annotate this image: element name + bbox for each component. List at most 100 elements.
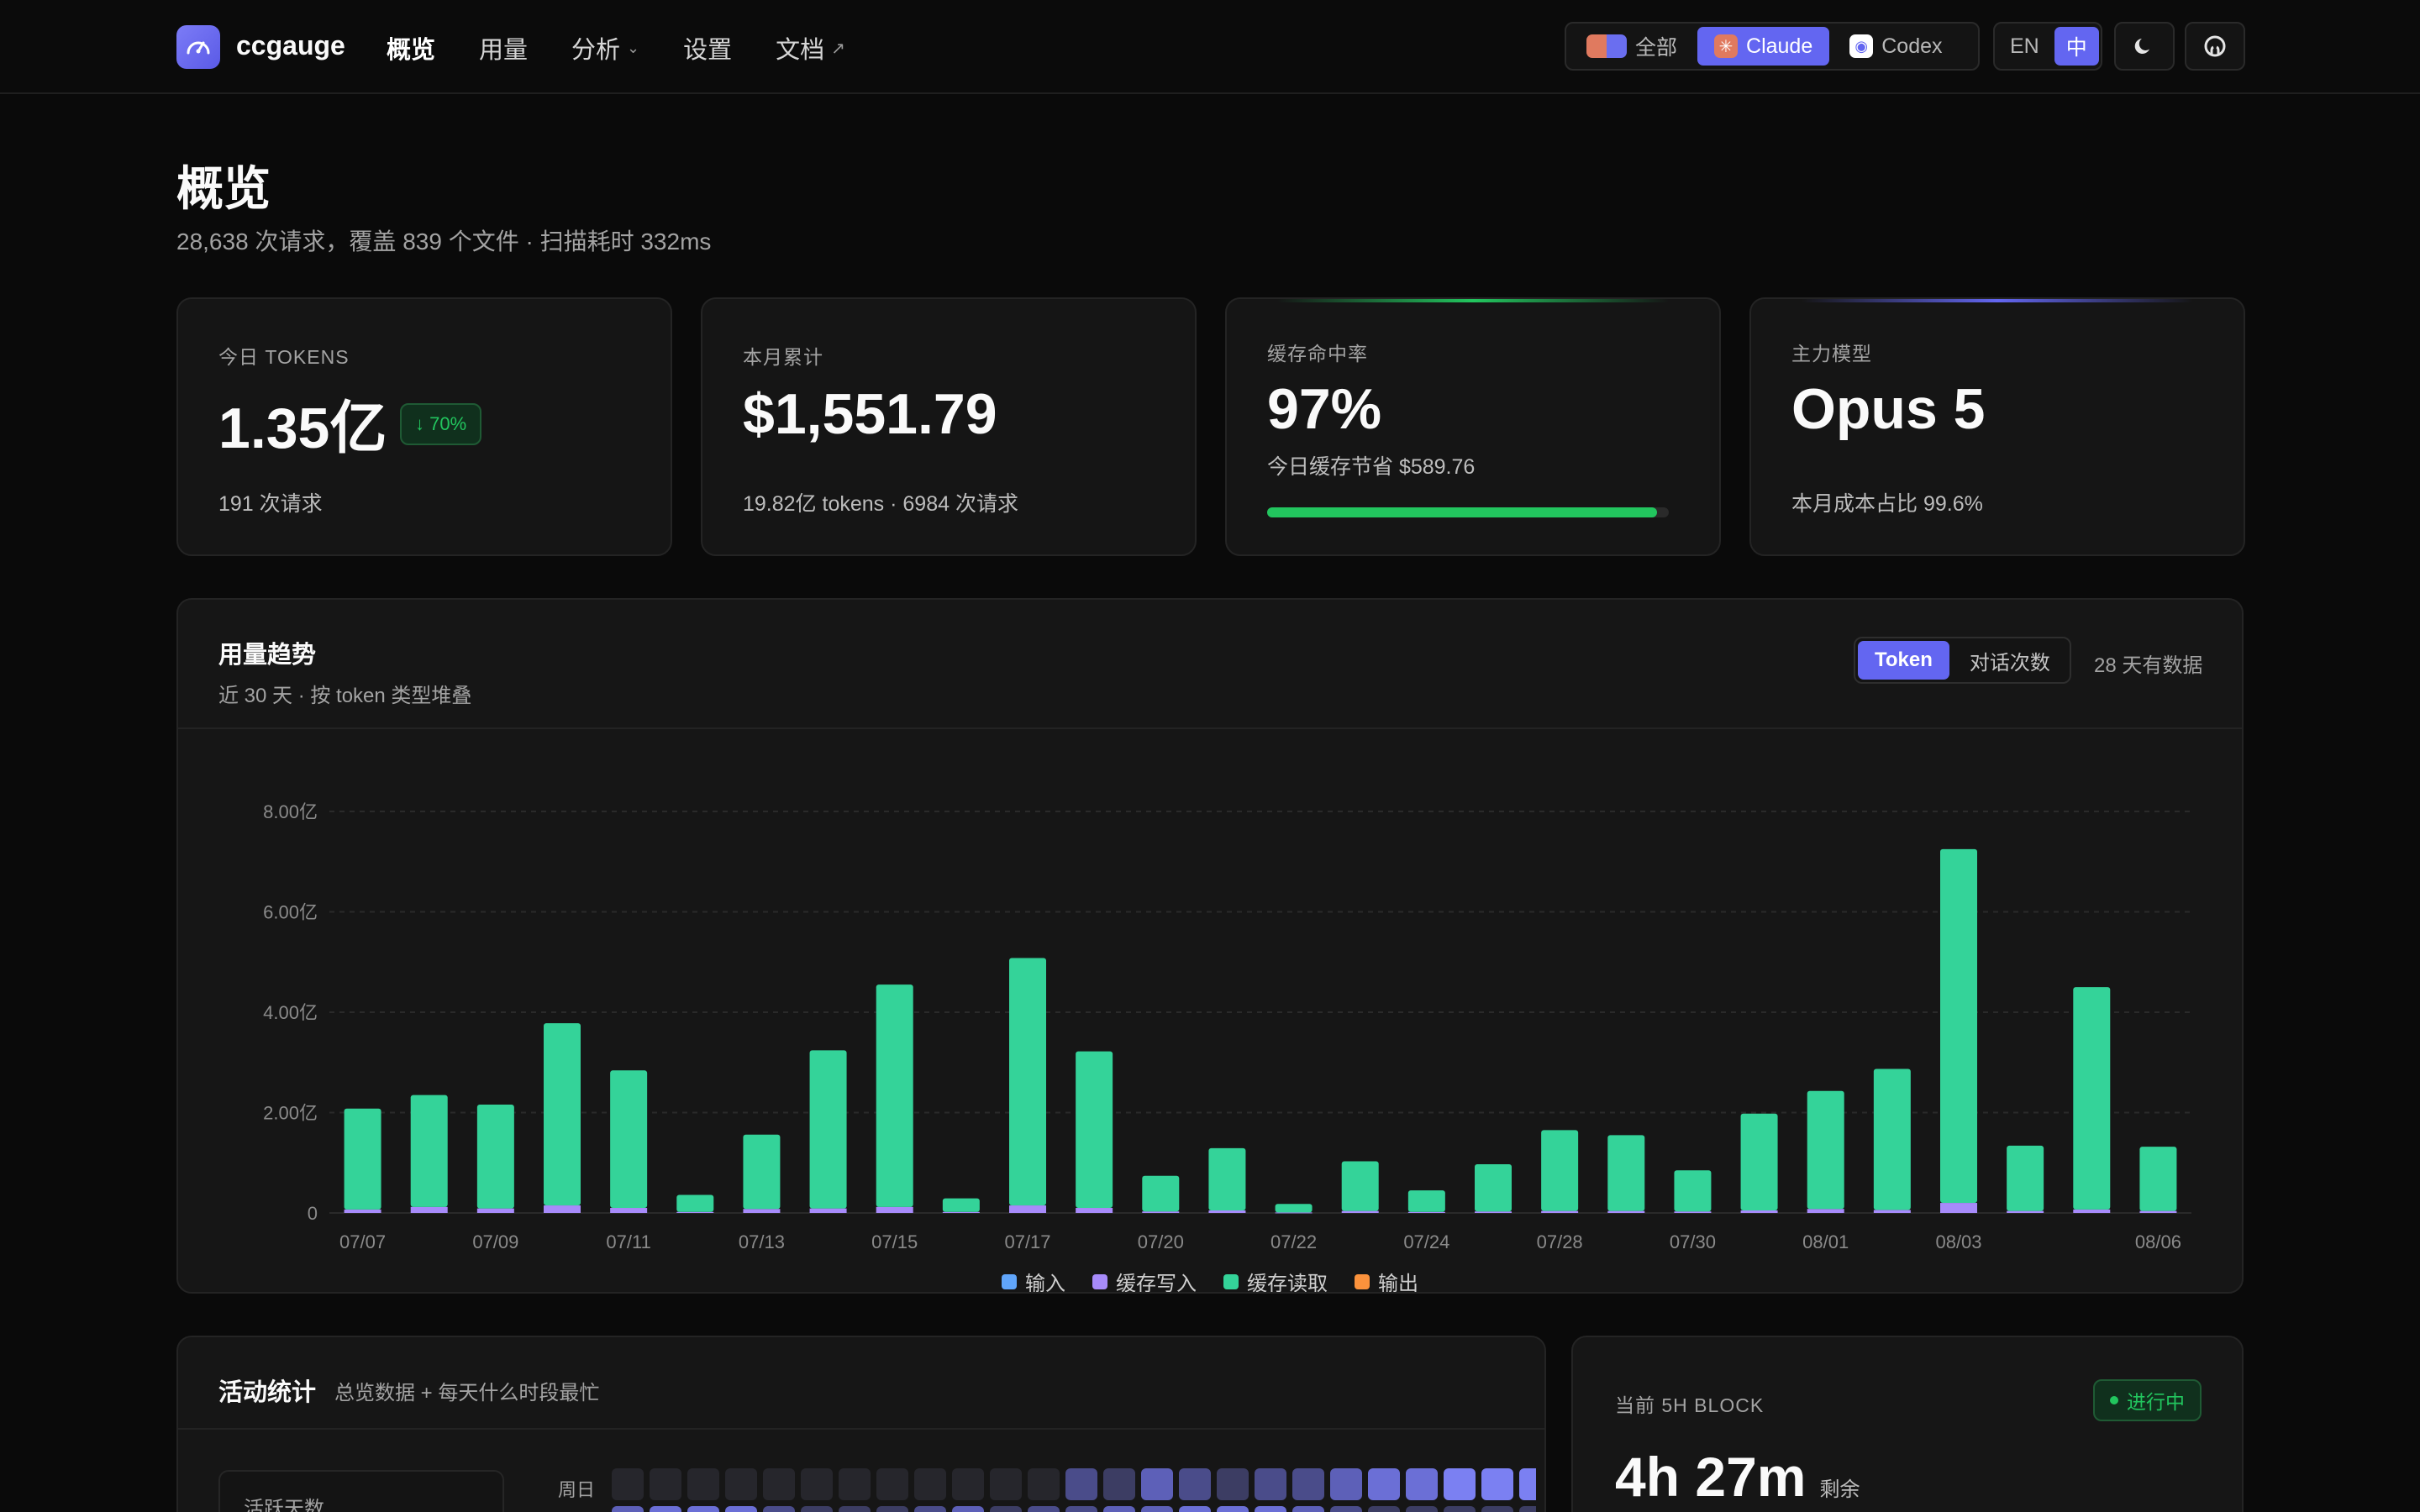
heatmap-cell[interactable] [1444,1506,1476,1512]
heatmap-cell[interactable] [1519,1468,1536,1500]
all-sources-icon [1586,34,1627,58]
chart-bar [743,1209,781,1213]
chart-bar [1076,1208,1113,1213]
heatmap-cell[interactable] [612,1468,644,1500]
nav-docs[interactable]: 文档 ↗ [776,30,845,66]
cache-progress-fill [1267,507,1657,517]
status-text: 进行中 [2127,1391,2185,1413]
lang-zh[interactable]: 中 [2054,27,2099,66]
nav-analysis[interactable]: 分析 ⌄ [571,30,639,66]
heatmap-cell[interactable] [1368,1468,1400,1500]
brand-name[interactable]: ccgauge [236,30,345,60]
heatmap-cell[interactable] [650,1506,681,1512]
heatmap-cell[interactable] [763,1468,795,1500]
card-cache-value: 97% [1267,377,1382,441]
heatmap-cell[interactable] [1103,1506,1135,1512]
heatmap-cell[interactable] [1406,1506,1438,1512]
heatmap-cell[interactable] [914,1506,946,1512]
heatmap-cell[interactable] [876,1506,908,1512]
x-tick-label: 07/07 [339,1231,386,1250]
heatmap-cell[interactable] [1028,1468,1060,1500]
heatmap-cell[interactable] [952,1468,984,1500]
chart-bar [344,1209,381,1213]
y-tick-label: 2.00亿 [263,1103,318,1124]
heatmap-cell[interactable] [650,1468,681,1500]
heatmap-cell[interactable] [801,1506,833,1512]
chart-bar [942,1211,980,1213]
heatmap-cell[interactable] [725,1506,757,1512]
status-dot-icon [2110,1396,2118,1404]
heatmap-cell[interactable] [1255,1468,1286,1500]
nav-settings[interactable]: 设置 [683,30,732,66]
chart-bar [1740,1113,1778,1211]
source-claude[interactable]: ✳ Claude [1697,27,1830,66]
legend-input[interactable]: 输入 [1002,1267,1065,1292]
divider [178,1428,1544,1430]
heatmap-cell[interactable] [687,1506,719,1512]
heatmap-cell[interactable] [1330,1506,1362,1512]
toggle-conversations[interactable]: 对话次数 [1969,651,2050,675]
chart-bar [2139,1210,2177,1213]
heatmap-cell[interactable] [1065,1506,1097,1512]
heatmap-cell[interactable] [1292,1506,1324,1512]
heatmap-cell[interactable] [1179,1506,1211,1512]
chart-bar [2007,1145,2044,1211]
heatmap-cell[interactable] [1481,1506,1513,1512]
heatmap-cell[interactable] [1368,1506,1400,1512]
heatmap-cell[interactable] [1141,1468,1173,1500]
heatmap-cell[interactable] [1519,1506,1536,1512]
heatmap-cell[interactable] [914,1468,946,1500]
heatmap-cell[interactable] [952,1506,984,1512]
heatmap-cell[interactable] [725,1468,757,1500]
page-title: 概览 [176,162,271,215]
heatmap-cell[interactable] [1255,1506,1286,1512]
heatmap-cell[interactable] [990,1468,1022,1500]
heatmap-cell[interactable] [1141,1506,1173,1512]
heatmap-cell[interactable] [839,1468,871,1500]
chart-bar [1208,1210,1246,1213]
heatmap-cell[interactable] [1292,1468,1324,1500]
chart-bar [1607,1210,1645,1213]
heatmap-cell[interactable] [687,1468,719,1500]
chart-bar [1009,1205,1046,1213]
heatmap-cell[interactable] [1330,1468,1362,1500]
nav-usage[interactable]: 用量 [479,30,528,66]
logo-icon[interactable] [176,25,220,69]
source-all[interactable]: 全部 [1570,27,1694,66]
heatmap-cell[interactable] [876,1468,908,1500]
heatmap-cell[interactable] [1028,1506,1060,1512]
legend-cache-write[interactable]: 缓存写入 [1092,1267,1197,1292]
chart-bar [1208,1147,1246,1211]
chart-bar [1807,1090,1844,1210]
status-badge: 进行中 [2093,1379,2202,1421]
heatmap-cell[interactable] [839,1506,871,1512]
heatmap-cell[interactable] [612,1506,644,1512]
toggle-token[interactable]: Token [1858,641,1949,680]
heatmap-cell[interactable] [1444,1468,1476,1500]
github-button[interactable] [2185,22,2245,71]
chart-bar [809,1050,847,1209]
nav-overview[interactable]: 概览 [387,30,435,66]
x-tick-label: 07/22 [1270,1231,1317,1250]
heatmap-cell[interactable] [990,1506,1022,1512]
lang-en[interactable]: EN [1998,27,2051,66]
heatmap-cell[interactable] [1481,1468,1513,1500]
heatmap-cell[interactable] [1217,1468,1249,1500]
top-nav: ccgauge 概览 用量 分析 ⌄ 设置 文档 ↗ 全部 ✳ Claude ◉ Cod… [0,0,2420,94]
heatmap-cell[interactable] [1065,1468,1097,1500]
heatmap-cell[interactable] [1103,1468,1135,1500]
chart-bar [1873,1068,1911,1210]
theme-toggle-button[interactable] [2114,22,2175,71]
legend-cache-read[interactable]: 缓存读取 [1223,1267,1328,1292]
y-tick-label: 8.00亿 [263,801,318,822]
heatmap-cell[interactable] [1179,1468,1211,1500]
page-subtitle: 28,638 次请求，覆盖 839 个文件 · 扫描耗时 332ms [176,228,712,255]
legend-output[interactable]: 输出 [1355,1267,1418,1292]
chart-bar [476,1208,514,1213]
heatmap-cell[interactable] [801,1468,833,1500]
heatmap-cell[interactable] [1217,1506,1249,1512]
heatmap-cell[interactable] [1406,1468,1438,1500]
heatmap-cell[interactable] [763,1506,795,1512]
source-codex[interactable]: ◉ Codex [1833,27,1959,66]
source-filter: 全部 ✳ Claude ◉ Codex [1565,22,1980,71]
